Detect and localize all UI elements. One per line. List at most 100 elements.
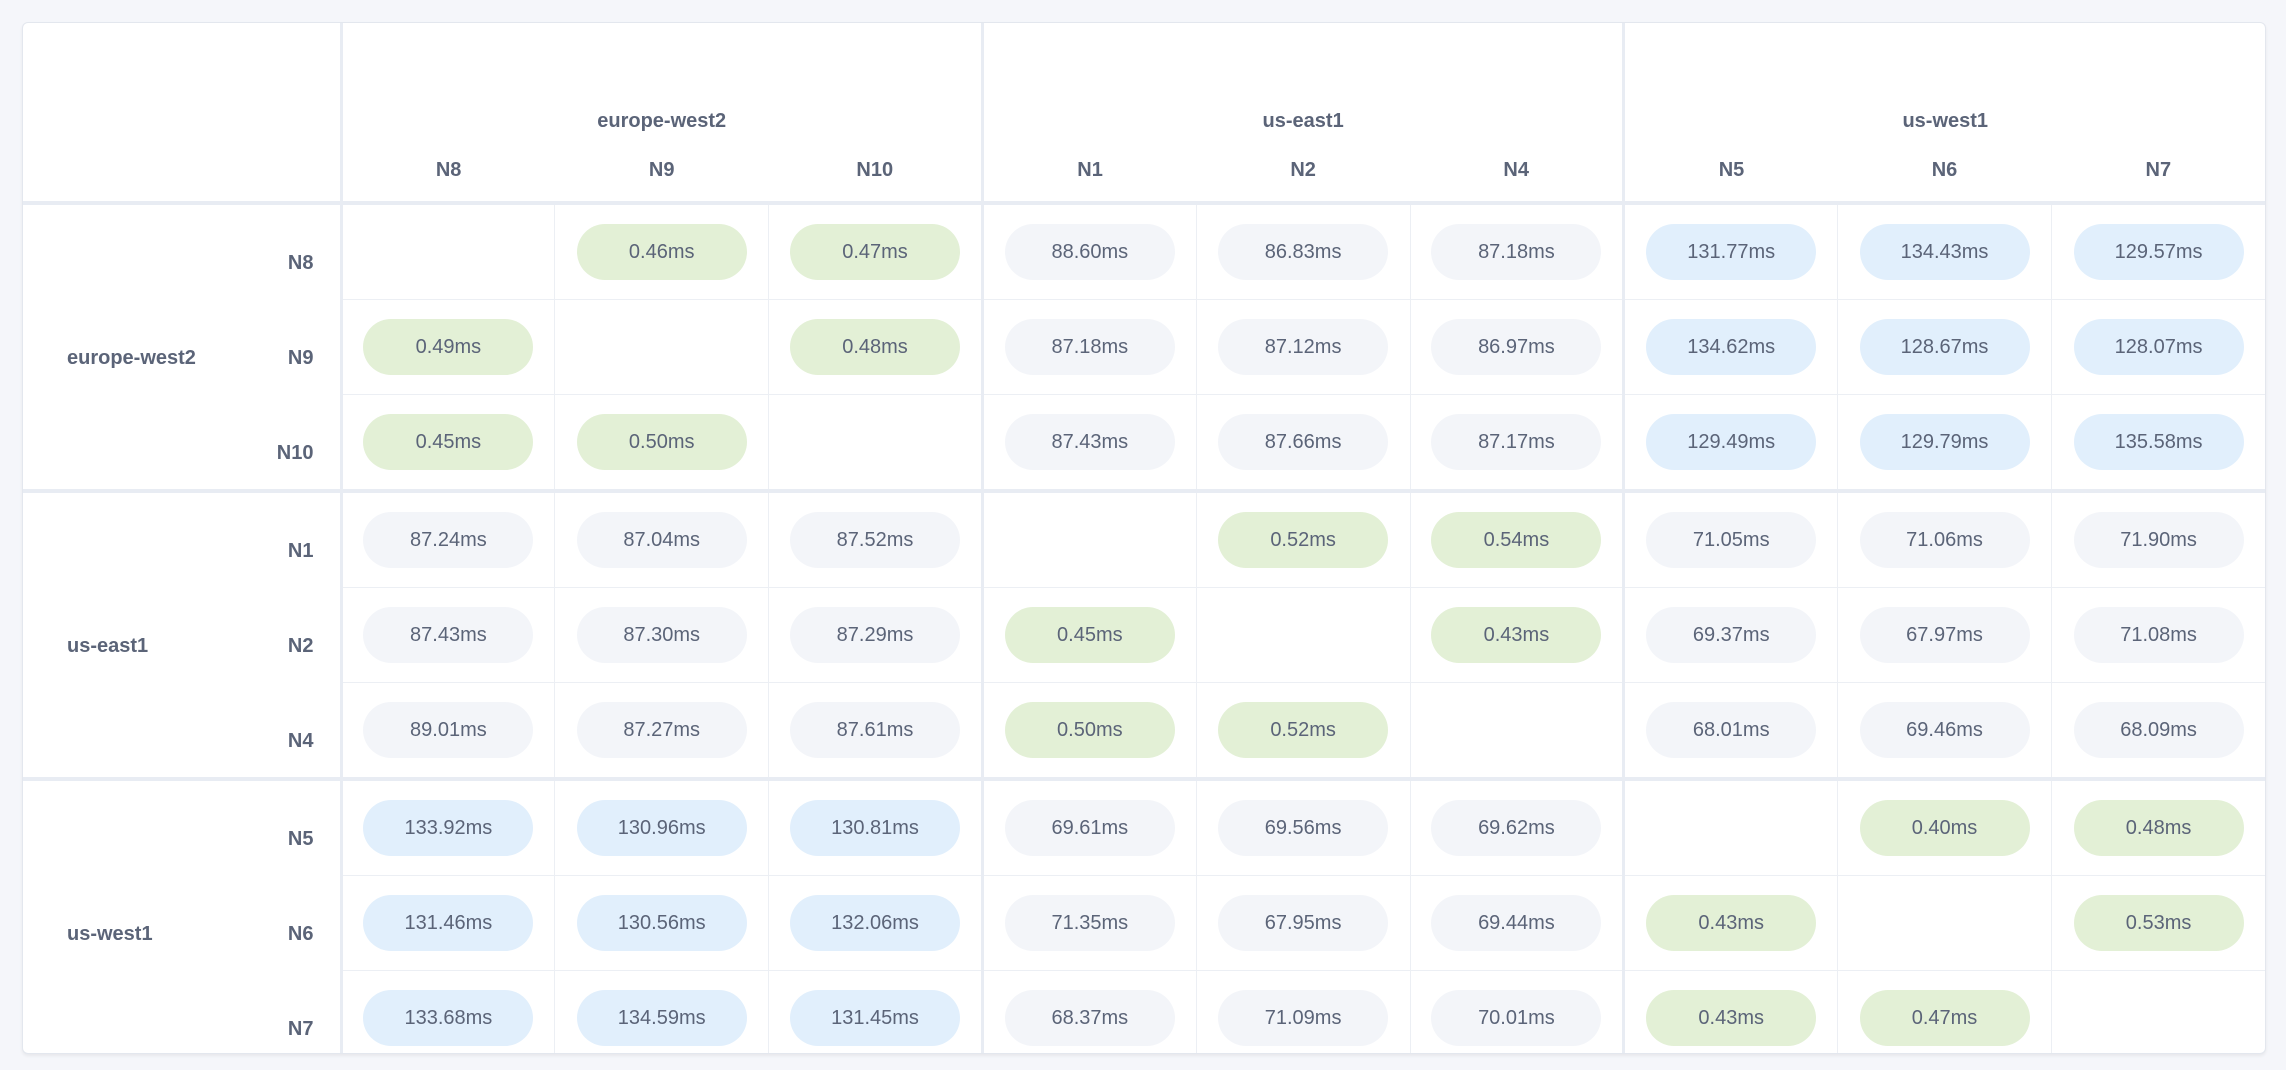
matrix-cell: 0.50ms (980, 682, 1197, 779)
row-node-label: N10 (276, 441, 314, 464)
matrix-cell: 67.95ms (1195, 875, 1411, 971)
matrix-cell: 69.46ms (1837, 682, 2052, 779)
latency-pill: 129.79ms (1859, 414, 2030, 470)
matrix-cell: 87.18ms (1409, 202, 1624, 300)
latency-pill: 71.05ms (1646, 512, 1817, 568)
latency-pill: 71.90ms (2073, 512, 2244, 568)
latency-pill: 132.06ms (790, 895, 960, 951)
latency-pill: 68.09ms (2073, 702, 2244, 758)
corner-cell (23, 23, 343, 205)
matrix-cell (1622, 777, 1838, 876)
matrix-cell: 87.17ms (1409, 394, 1624, 491)
latency-pill: 0.43ms (1646, 895, 1817, 951)
latency-pill: 87.12ms (1218, 319, 1389, 375)
matrix-cell: 71.90ms (2050, 489, 2265, 588)
latency-pill: 88.60ms (1004, 224, 1175, 280)
row-region-label: us-east1 (67, 635, 149, 657)
matrix-cell: 133.92ms (339, 777, 555, 876)
column-node-header: N4 (1410, 139, 1624, 205)
matrix-cell: 68.37ms (980, 970, 1197, 1053)
latency-pill: 0.47ms (790, 224, 960, 280)
latency-pill: 0.48ms (2073, 800, 2244, 856)
matrix-cell (1195, 587, 1411, 683)
matrix-row: N4 89.01ms 87.27ms 87.61ms 0.50ms 0.52ms 68.01… (23, 682, 2265, 779)
matrix-cell: 0.53ms (2050, 875, 2265, 971)
latency-pill: 87.24ms (363, 512, 534, 568)
matrix-cell: 67.97ms (1837, 587, 2052, 683)
latency-pill: 0.48ms (790, 319, 960, 375)
latency-pill: 86.97ms (1431, 319, 1602, 375)
latency-pill: 131.77ms (1646, 224, 1817, 280)
matrix-cell (1409, 682, 1624, 779)
latency-pill: 0.43ms (1646, 990, 1817, 1046)
matrix-cell: 0.48ms (768, 299, 983, 395)
matrix-cell: 0.40ms (1837, 777, 2052, 876)
latency-pill: 131.46ms (363, 895, 534, 951)
latency-pill: 0.45ms (363, 414, 534, 470)
matrix-cell: 69.44ms (1409, 875, 1624, 971)
latency-pill: 87.30ms (576, 607, 747, 663)
matrix-cell: 68.09ms (2050, 682, 2265, 779)
matrix-cell: 69.56ms (1195, 777, 1411, 876)
matrix-row: N1 87.24ms 87.04ms 87.52ms 0.52ms 0.54ms 71.05… (23, 489, 2265, 588)
latency-pill: 87.04ms (576, 512, 747, 568)
matrix-cell: 0.45ms (980, 587, 1197, 683)
row-label: N7 (23, 970, 343, 1053)
matrix-cell: 86.97ms (1409, 299, 1624, 395)
matrix-cell: 0.52ms (1195, 682, 1411, 779)
latency-pill: 87.66ms (1218, 414, 1389, 470)
matrix-row: N10 0.45ms 0.50ms 87.43ms 87.66ms 87.17ms 129.… (23, 394, 2265, 491)
latency-pill: 134.59ms (576, 990, 747, 1046)
column-region-header: us-east1 (980, 23, 1624, 139)
latency-pill: 69.61ms (1004, 800, 1175, 856)
latency-pill: 87.18ms (1004, 319, 1175, 375)
row-node-label: N9 (287, 347, 314, 369)
latency-pill: 0.45ms (1004, 607, 1175, 663)
latency-pill: 87.43ms (363, 607, 534, 663)
matrix-cell: 86.83ms (1195, 202, 1411, 300)
matrix-cell (339, 202, 555, 300)
row-region-label: us-west1 (67, 923, 153, 945)
matrix-row: us-east1 N2 87.43ms 87.30ms 87.29ms 0.45ms 0.4… (23, 587, 2265, 683)
row-label: N1 (23, 489, 343, 588)
matrix-cell: 134.62ms (1622, 299, 1838, 395)
matrix-cell: 0.43ms (1409, 587, 1624, 683)
latency-pill: 87.43ms (1004, 414, 1175, 470)
matrix-cell: 87.61ms (768, 682, 983, 779)
latency-pill: 129.49ms (1646, 414, 1817, 470)
latency-matrix: europe-west2 us-east1 us-west1 N8 N9 N10 N1 N2 N… (23, 23, 2265, 1053)
matrix-row: us-west1 N6 131.46ms 130.56ms 132.06ms 71.35m… (23, 875, 2265, 971)
row-node-label: N6 (287, 923, 314, 945)
matrix-cell: 70.01ms (1409, 970, 1624, 1053)
matrix-cell: 87.24ms (339, 489, 555, 588)
matrix-cell: 0.47ms (1837, 970, 2052, 1053)
matrix-cell: 0.49ms (339, 299, 555, 395)
matrix-cell: 87.29ms (768, 587, 983, 683)
matrix-cell: 87.43ms (339, 587, 555, 683)
matrix-cell: 0.52ms (1195, 489, 1411, 588)
matrix-cell: 87.52ms (768, 489, 983, 588)
matrix-cell: 131.45ms (768, 970, 983, 1053)
latency-pill: 69.62ms (1431, 800, 1602, 856)
matrix-cell: 71.06ms (1837, 489, 2052, 588)
matrix-cell: 69.61ms (980, 777, 1197, 876)
column-node-header: N8 (341, 139, 555, 205)
latency-pill: 0.43ms (1431, 607, 1602, 663)
column-node-header: N1 (980, 139, 1197, 205)
latency-pill: 68.37ms (1004, 990, 1175, 1046)
matrix-cell: 89.01ms (339, 682, 555, 779)
latency-pill: 0.46ms (576, 224, 747, 280)
row-label: N5 (23, 777, 343, 876)
matrix-cell: 129.49ms (1622, 394, 1838, 491)
latency-pill: 135.58ms (2073, 414, 2244, 470)
matrix-cell: 69.37ms (1622, 587, 1838, 683)
row-label: europe-west2 N9 (23, 299, 343, 395)
latency-pill: 0.49ms (363, 319, 534, 375)
latency-matrix-card: europe-west2 us-east1 us-west1 N8 N9 N10 N1 N2 N… (22, 22, 2266, 1054)
latency-pill: 87.27ms (576, 702, 747, 758)
latency-pill: 130.56ms (576, 895, 747, 951)
column-region-header: us-west1 (1622, 23, 2265, 139)
latency-pill: 87.29ms (790, 607, 960, 663)
latency-pill: 0.52ms (1218, 512, 1389, 568)
latency-pill: 89.01ms (363, 702, 534, 758)
